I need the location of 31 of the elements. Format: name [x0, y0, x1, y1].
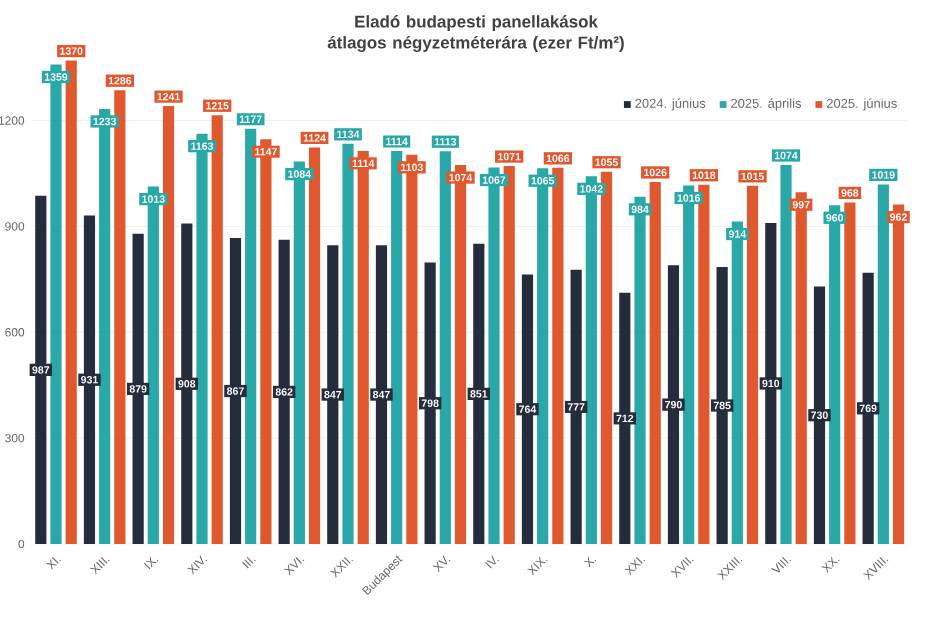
bar: [634, 196, 646, 544]
bar: [619, 292, 631, 544]
bar: [570, 269, 582, 544]
bar: [35, 195, 47, 544]
bar: [765, 222, 777, 544]
bar: [181, 223, 193, 544]
bar: [83, 215, 96, 544]
bar: [424, 262, 436, 544]
bar: [65, 60, 77, 544]
bar: [716, 267, 728, 544]
bar: [327, 245, 339, 544]
bar: [132, 233, 144, 544]
bar: [245, 128, 257, 544]
bar: [600, 171, 613, 544]
bar: [473, 243, 485, 544]
bar: [829, 205, 841, 544]
bar: [278, 239, 290, 544]
bar: [731, 221, 743, 544]
bar: [552, 167, 564, 544]
bar: [698, 184, 710, 544]
bar: [667, 265, 680, 544]
bar: [342, 143, 354, 544]
bar: [813, 286, 826, 544]
bar: [746, 185, 759, 544]
bar: [229, 238, 242, 544]
bar: [375, 245, 388, 544]
bar: [795, 192, 807, 544]
bar: [892, 204, 905, 544]
chart-title: Eladó budapesti panellakások átlagos négyzetméterára (ezer Ft/m²): [327, 15, 624, 52]
bar: [862, 272, 874, 544]
bar: [521, 274, 534, 544]
